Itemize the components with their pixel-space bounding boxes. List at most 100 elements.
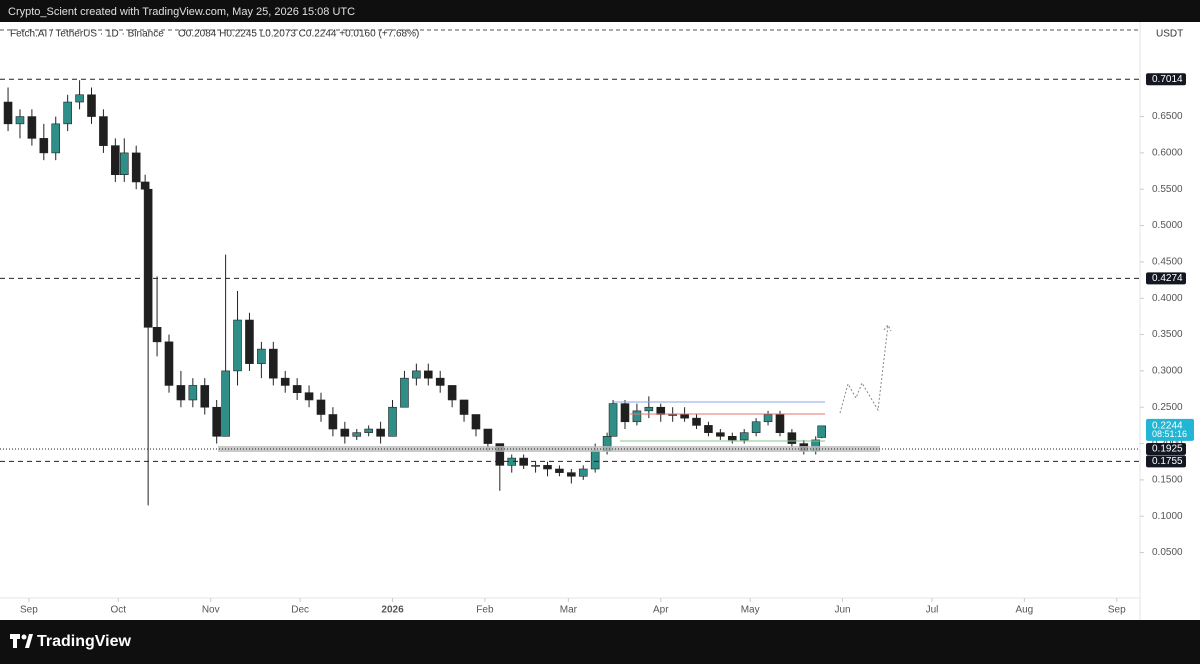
countdown-label: 08:51:16 <box>1152 429 1187 439</box>
x-tick-label: Apr <box>653 605 669 616</box>
candle-body <box>51 123 61 154</box>
candle-body <box>412 370 421 379</box>
candle-body <box>280 377 290 386</box>
brand-logo: TradingView <box>10 633 132 650</box>
candle-body <box>531 465 540 467</box>
candle-body <box>87 94 96 117</box>
price-badge <box>1146 443 1186 456</box>
price-badge-label: 0.7014 <box>1152 74 1183 85</box>
candle-body <box>435 377 445 386</box>
candle-body <box>143 188 153 328</box>
candle-body <box>39 138 49 154</box>
candle-body <box>578 468 588 477</box>
y-tick-label: 0.0500 <box>1152 547 1183 558</box>
candle-body <box>555 468 564 473</box>
y-tick-label: 0.1500 <box>1152 475 1183 486</box>
symbol-title: Fetch.AI / TetherUS · 1D · Binance <box>10 29 164 40</box>
candle-body <box>388 406 397 437</box>
logo-mark <box>21 634 27 640</box>
candle-body <box>543 465 552 470</box>
x-tick-label: Feb <box>476 605 494 616</box>
candle-body <box>292 385 302 393</box>
candle-body <box>212 406 221 437</box>
logo-mark <box>13 639 17 648</box>
currency: USDT <box>1156 29 1183 40</box>
y-tick-label: 0.6500 <box>1152 111 1183 122</box>
candle-body <box>75 94 84 103</box>
candle-body <box>775 414 785 433</box>
candle-body <box>668 414 677 416</box>
candle-body <box>140 181 150 190</box>
candle-body <box>692 417 701 426</box>
candle-body <box>188 385 198 401</box>
candle-body <box>131 152 141 183</box>
ohlc-legend: O0.2084 H0.2245 L0.2073 C0.2244 +0.0160 … <box>178 29 419 40</box>
candle-body <box>400 377 409 408</box>
candle-body <box>119 152 129 175</box>
candle-body <box>739 432 749 441</box>
y-tick-label: 0.3500 <box>1152 329 1183 340</box>
x-tick-label: Oct <box>111 605 127 616</box>
x-tick-label: 2026 <box>381 605 404 616</box>
x-tick-label: Nov <box>202 605 220 616</box>
logo-mark <box>25 634 33 648</box>
y-tick-label: 0.4000 <box>1152 293 1183 304</box>
y-tick-label: 0.4500 <box>1152 257 1183 268</box>
candle-body <box>656 406 666 415</box>
candle-body <box>340 428 350 437</box>
price-badge <box>1146 455 1186 468</box>
price-badge-label: 0.1755 <box>1152 456 1183 467</box>
current-price-label: 0.2244 <box>1152 420 1183 431</box>
candle-body <box>221 370 230 437</box>
x-tick-label: Jul <box>926 605 939 616</box>
candle-body <box>352 432 362 437</box>
candle-body <box>567 472 576 477</box>
x-tick-label: Sep <box>20 605 38 616</box>
y-tick-label: 0.3000 <box>1152 366 1183 377</box>
candle-body <box>200 385 210 408</box>
candle-body <box>590 450 600 470</box>
plot-area <box>3 80 826 506</box>
x-tick-label: Sep <box>1108 605 1126 616</box>
x-tick-label: Aug <box>1015 605 1033 616</box>
price-badge <box>1146 73 1186 86</box>
candle-body <box>644 406 654 412</box>
chart-panel <box>0 22 1200 620</box>
price-badge-label: 0.4274 <box>1152 273 1183 284</box>
candle-body <box>269 348 278 379</box>
candle-body <box>459 399 469 415</box>
candle-body <box>99 116 108 146</box>
candle-body <box>164 341 174 386</box>
candle-body <box>423 370 433 379</box>
candle-body <box>364 428 373 433</box>
candle-body <box>727 435 737 441</box>
candle-body <box>471 414 481 430</box>
candle-body <box>176 385 186 401</box>
price-badge <box>1146 272 1186 285</box>
candle-body <box>27 116 37 139</box>
x-tick-label: Mar <box>560 605 578 616</box>
candle-body <box>63 101 72 125</box>
candle-body <box>304 392 314 401</box>
projection-path <box>839 324 889 414</box>
logo-mark <box>10 634 20 639</box>
candle-body <box>680 414 689 419</box>
y-tick-label: 0.1000 <box>1152 511 1183 522</box>
candle-body <box>620 403 630 423</box>
candle-body <box>328 414 338 430</box>
y-tick-label: 0.6000 <box>1152 148 1183 159</box>
x-tick-label: Dec <box>291 605 309 616</box>
candle-body <box>257 348 266 364</box>
candle-body <box>245 319 254 364</box>
x-tick-label: Jun <box>834 605 850 616</box>
candle-body <box>316 399 326 415</box>
candle-body <box>152 326 162 343</box>
attribution: Crypto_Scient created with TradingView.c… <box>8 6 355 18</box>
candle-body <box>15 116 25 125</box>
price-badge-label: 0.1925 <box>1152 444 1183 455</box>
candle-body <box>376 428 385 437</box>
y-tick-label: 0.5000 <box>1152 220 1183 231</box>
candle-body <box>495 443 505 466</box>
candle-body <box>233 319 242 372</box>
